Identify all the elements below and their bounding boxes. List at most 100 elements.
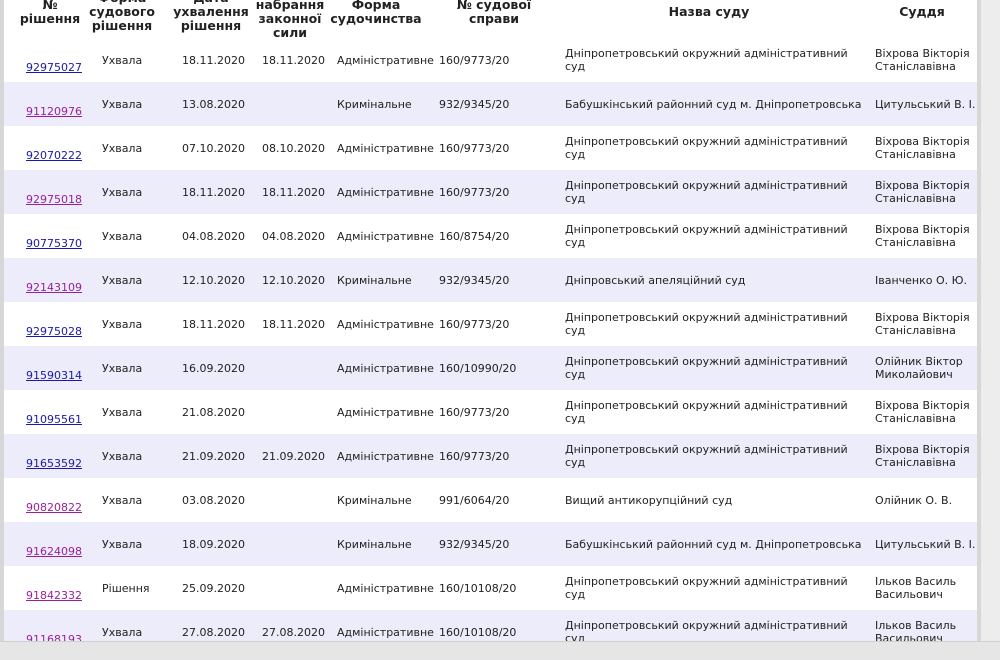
decision-link[interactable]: 91842332 xyxy=(26,589,82,602)
decision-date-cell: 18.11.2020 xyxy=(182,185,245,199)
proceeding-form-cell: Кримінальне xyxy=(337,97,412,111)
decision-link[interactable]: 91624098 xyxy=(26,545,82,558)
case-number-cell: 160/10990/20 xyxy=(439,361,517,375)
header-decision-type[interactable]: Форма судового рішення xyxy=(89,0,155,33)
judge-cell: Віхрова Вікторія Станіславівна xyxy=(875,135,970,161)
decision-type-cell: Ухвала xyxy=(102,449,143,463)
case-number-cell: 160/10108/20 xyxy=(439,625,517,639)
decision-id-cell: 92070222 xyxy=(26,126,96,170)
case-number-cell: 160/9773/20 xyxy=(439,317,510,331)
court-name-cell: Дніпропетровський окружний адміністратив… xyxy=(565,619,848,641)
court-name-cell: Дніпропетровський окружний адміністратив… xyxy=(565,135,848,161)
decision-id-cell: 91120976 xyxy=(26,82,96,126)
table-row: 91590314 Ухвала 16.09.2020 Адміністративне 1… xyxy=(4,346,977,390)
decision-link[interactable]: 92070222 xyxy=(26,149,82,162)
effective-date-cell xyxy=(262,82,332,126)
effective-date-cell: 04.08.2020 xyxy=(262,229,325,243)
decision-type-cell: Ухвала xyxy=(102,361,143,375)
decision-id-cell: 91095561 xyxy=(26,390,96,434)
proceeding-form-cell: Адміністративне xyxy=(337,581,434,595)
proceeding-form-cell: Адміністративне xyxy=(337,141,434,155)
effective-date-cell xyxy=(262,390,332,434)
decision-link[interactable]: 91095561 xyxy=(26,413,82,426)
header-judge[interactable]: Суддя xyxy=(899,4,945,19)
decision-type-cell: Ухвала xyxy=(102,273,143,287)
decision-link[interactable]: 92975028 xyxy=(26,325,82,338)
court-name-cell: Дніпропетровський окружний адміністратив… xyxy=(565,311,848,337)
proceeding-form-cell: Кримінальне xyxy=(337,537,412,551)
decision-link[interactable]: 91590314 xyxy=(26,369,82,382)
court-name-cell: Дніпропетровський окружний адміністратив… xyxy=(565,443,848,469)
proceeding-form-cell: Адміністративне xyxy=(337,449,434,463)
proceeding-form-cell: Адміністративне xyxy=(337,625,434,639)
decision-link[interactable]: 91120976 xyxy=(26,105,82,118)
horizontal-scrollbar[interactable] xyxy=(0,641,1000,660)
page-margin xyxy=(981,0,1000,641)
judge-cell: Ільков Василь Васильович xyxy=(875,619,957,641)
header-case-number[interactable]: № судової справи xyxy=(456,0,532,26)
decision-type-cell: Ухвала xyxy=(102,229,143,243)
decision-link[interactable]: 92975027 xyxy=(26,61,82,74)
court-name-cell: Дніпропетровський окружний адміністратив… xyxy=(565,179,848,205)
decision-link[interactable]: 90775370 xyxy=(26,237,82,250)
decision-link[interactable]: 92143109 xyxy=(26,281,82,294)
header-proceeding-form[interactable]: Форма судочинства xyxy=(330,0,422,26)
effective-date-cell: 18.11.2020 xyxy=(262,185,325,199)
decision-type-cell: Рішення xyxy=(102,581,150,595)
judge-cell: Олійник Віктор Миколайович xyxy=(875,355,963,381)
table-row: 92975028 Ухвала 18.11.2020 18.11.2020 Адміні… xyxy=(4,302,977,346)
decision-type-cell: Ухвала xyxy=(102,625,143,639)
table-row: 92975018 Ухвала 18.11.2020 18.11.2020 Адміні… xyxy=(4,170,977,214)
header-decision-id[interactable]: № рішення xyxy=(19,0,81,26)
effective-date-cell xyxy=(262,478,332,522)
table-row: 91095561 Ухвала 21.08.2020 Адміністративне 1… xyxy=(4,390,977,434)
case-number-cell: 160/9773/20 xyxy=(439,405,510,419)
table-row: 90820822 Ухвала 03.08.2020 Кримінальне 991/6… xyxy=(4,478,977,522)
decision-date-cell: 25.09.2020 xyxy=(182,581,245,595)
effective-date-cell: 21.09.2020 xyxy=(262,449,325,463)
case-number-cell: 160/8754/20 xyxy=(439,229,510,243)
proceeding-form-cell: Адміністративне xyxy=(337,317,434,331)
effective-date-cell: 18.11.2020 xyxy=(262,317,325,331)
court-name-cell: Дніпропетровський окружний адміністратив… xyxy=(565,575,848,601)
decision-link[interactable]: 90820822 xyxy=(26,501,82,514)
header-effective-date[interactable]: Дата набрання законної сили xyxy=(255,0,325,40)
judge-cell: Іванченко О. Ю. xyxy=(875,273,968,287)
decision-id-cell: 91168193 xyxy=(26,610,96,641)
table-row: 92975027 Ухвала 18.11.2020 18.11.2020 Адміні… xyxy=(4,38,977,82)
case-number-cell: 932/9345/20 xyxy=(439,97,510,111)
proceeding-form-cell: Адміністративне xyxy=(337,185,434,199)
decision-type-cell: Ухвала xyxy=(102,141,143,155)
decision-id-cell: 92975028 xyxy=(26,302,96,346)
effective-date-cell xyxy=(262,346,332,390)
decision-link[interactable]: 92975018 xyxy=(26,193,82,206)
decision-date-cell: 12.10.2020 xyxy=(182,273,245,287)
judge-cell: Цитульський В. І. xyxy=(875,97,976,111)
table-row: 91120976 Ухвала 13.08.2020 Кримінальне 932/9… xyxy=(4,82,977,126)
case-number-cell: 160/9773/20 xyxy=(439,449,510,463)
decision-type-cell: Ухвала xyxy=(102,97,143,111)
decision-date-cell: 21.09.2020 xyxy=(182,449,245,463)
decision-type-cell: Ухвала xyxy=(102,317,143,331)
case-number-cell: 991/6064/20 xyxy=(439,493,510,507)
decision-id-cell: 91590314 xyxy=(26,346,96,390)
header-court-name[interactable]: Назва суду xyxy=(668,4,750,19)
decision-date-cell: 18.11.2020 xyxy=(182,53,245,67)
case-number-cell: 932/9345/20 xyxy=(439,273,510,287)
decision-date-cell: 03.08.2020 xyxy=(182,493,245,507)
table-row: 91168193 Ухвала 27.08.2020 27.08.2020 Адміні… xyxy=(4,610,977,641)
table-row: 92070222 Ухвала 07.10.2020 08.10.2020 Адміні… xyxy=(4,126,977,170)
proceeding-form-cell: Адміністративне xyxy=(337,229,434,243)
judge-cell: Ільков Василь Васильович xyxy=(875,575,957,601)
court-name-cell: Дніпропетровський окружний адміністратив… xyxy=(565,399,848,425)
effective-date-cell: 08.10.2020 xyxy=(262,141,325,155)
proceeding-form-cell: Адміністративне xyxy=(337,361,434,375)
decision-link[interactable]: 91653592 xyxy=(26,457,82,470)
proceeding-form-cell: Кримінальне xyxy=(337,493,412,507)
results-table: № рішення Форма судового рішення Дата ух… xyxy=(0,0,981,641)
decision-id-cell: 90775370 xyxy=(26,214,96,258)
header-decision-date[interactable]: Дата ухвалення рішення xyxy=(173,0,249,33)
decision-date-cell: 18.09.2020 xyxy=(182,537,245,551)
effective-date-cell: 18.11.2020 xyxy=(262,53,325,67)
decision-link[interactable]: 91168193 xyxy=(26,633,82,641)
